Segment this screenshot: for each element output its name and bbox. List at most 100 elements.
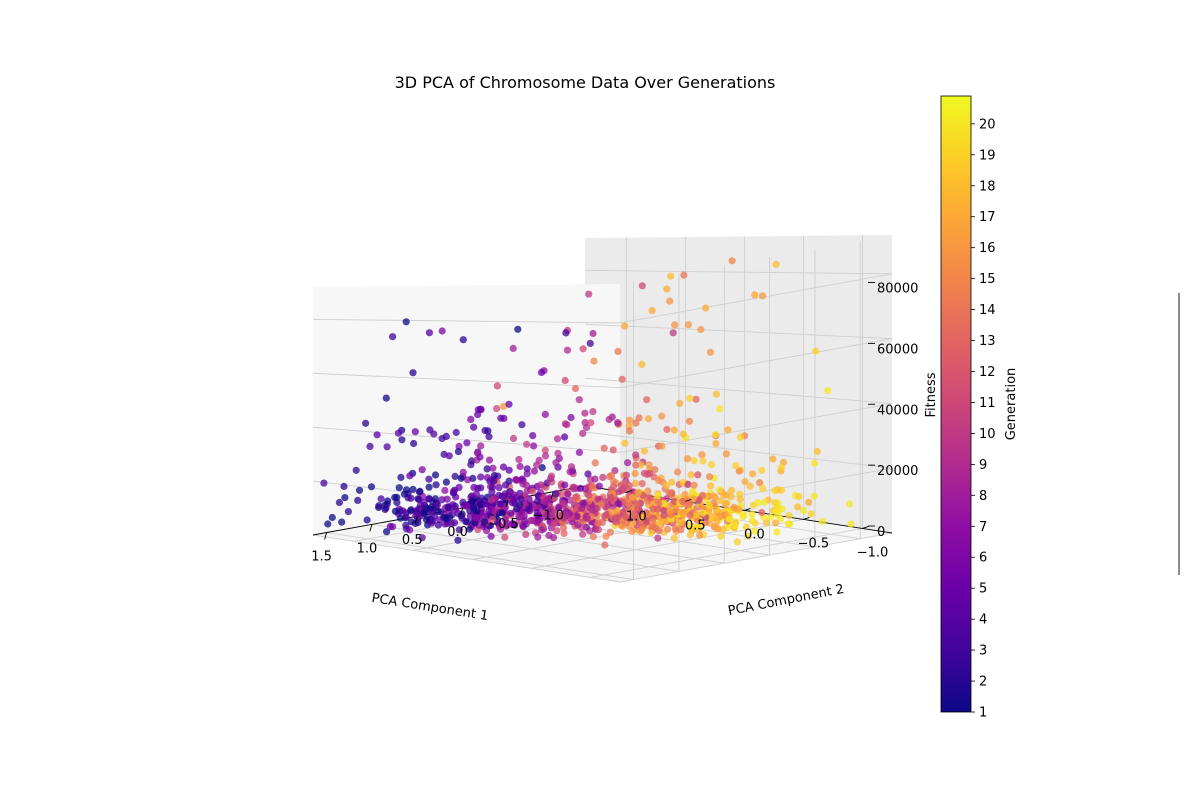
data-point [773,528,781,536]
data-point [625,481,633,490]
data-point [560,529,568,538]
data-point [490,477,498,485]
data-point [505,400,513,408]
data-point [778,505,786,513]
x-tick-mark [505,499,509,508]
data-point [530,442,538,450]
data-point [452,428,460,437]
data-point [482,500,490,508]
data-point [434,507,442,515]
data-point [771,487,779,495]
data-point [552,459,560,467]
data-point [758,466,766,474]
data-point [459,468,467,476]
grid-line-z-right [584,431,893,469]
data-point [607,493,615,501]
data-point [566,468,574,476]
data-point [786,520,794,528]
data-point [658,412,666,420]
data-point [587,419,595,427]
data-point [706,348,715,356]
data-point [595,482,603,490]
data-point [679,497,687,505]
data-point [533,461,541,469]
x-axis-label: PCA Component 1 [371,591,490,624]
data-point [728,257,736,265]
data-point [579,345,587,353]
x-tick-label: 0.0 [447,525,468,540]
data-point [642,518,651,526]
data-point [566,496,574,504]
data-point [431,471,440,479]
data-point [712,440,720,448]
data-point [575,396,583,404]
data-point [690,457,698,465]
data-point [562,329,570,337]
data-point [760,498,768,506]
data-point [648,307,656,315]
data-point [651,466,659,474]
data-point [670,534,678,542]
data-point [476,453,484,461]
colorbar-tick-label: 4 [979,613,987,628]
data-point [472,514,480,522]
data-point [591,459,599,467]
data-point [710,492,718,500]
data-point [663,425,671,434]
y-axis-label: PCA Component 2 [727,582,846,619]
data-point [501,533,509,541]
data-point [794,503,802,511]
data-point [499,463,508,471]
data-point [543,511,551,519]
data-point [366,442,374,450]
data-point [481,518,489,526]
data-point [354,496,362,504]
data-point [541,410,549,418]
data-point [544,496,552,504]
y-tick-label: 1.0 [626,509,647,524]
data-point [706,473,714,481]
data-point [759,292,767,300]
colorbar-gradient [940,95,972,713]
colorbar-tick-label: 2 [979,675,987,690]
data-point [469,474,477,482]
colorbar-tick-label: 6 [979,551,987,566]
data-point [625,427,634,435]
data-point [426,426,434,434]
data-point [485,456,494,464]
data-point [733,538,742,546]
data-point [671,525,680,533]
data-point [669,329,677,337]
data-point [410,439,418,448]
x-tick-label: −1.0 [532,509,564,524]
data-point [638,480,646,488]
data-point [484,427,492,435]
data-point [597,500,606,508]
data-point [538,464,546,472]
data-point [425,483,433,491]
data-point [646,494,654,502]
x-tick-label: 1.5 [311,550,332,565]
data-point [418,534,426,542]
data-point [425,495,433,503]
colorbar-tick-label: 8 [979,489,987,504]
data-point [824,387,832,395]
data-point [570,485,578,493]
data-point [425,329,433,337]
data-point [490,471,498,480]
data-point [756,479,764,487]
z-tick-label: 20000 [877,464,918,479]
data-point [724,426,732,434]
data-point [498,509,506,517]
data-point [666,297,674,305]
data-point [663,285,671,293]
data-point [477,484,485,492]
colorbar-tick-label: 11 [979,396,996,411]
data-point [420,508,428,516]
data-point [660,511,668,519]
data-point [441,486,449,494]
data-point [716,497,724,505]
data-point [393,493,401,501]
data-point [586,339,594,347]
data-point [495,484,503,492]
